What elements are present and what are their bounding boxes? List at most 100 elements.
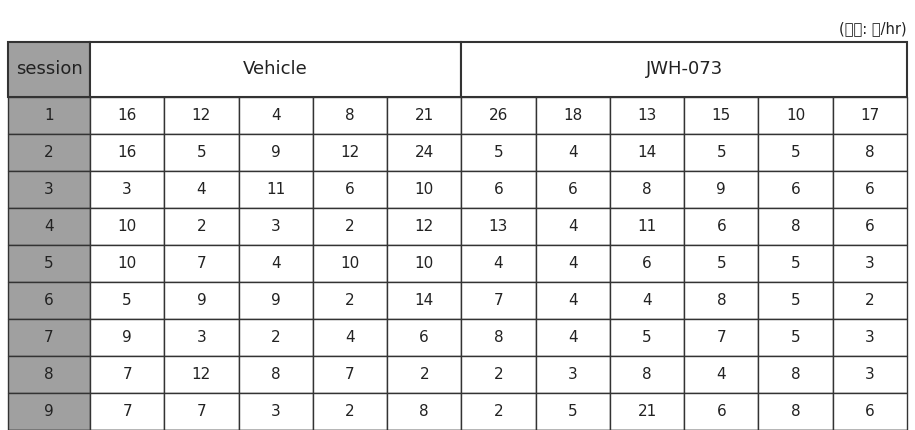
- Text: 17: 17: [860, 108, 879, 123]
- Text: 16: 16: [117, 145, 137, 160]
- Text: (단위: 회/hr): (단위: 회/hr): [839, 21, 907, 36]
- Text: 3: 3: [865, 256, 875, 271]
- Text: 5: 5: [716, 145, 727, 160]
- Bar: [387, 208, 461, 245]
- Bar: [313, 356, 387, 393]
- Bar: [461, 171, 535, 208]
- Text: 4: 4: [271, 256, 281, 271]
- Text: 6: 6: [716, 404, 727, 419]
- Bar: [461, 282, 535, 319]
- Bar: [684, 319, 759, 356]
- Text: 4: 4: [568, 293, 577, 308]
- Text: 12: 12: [340, 145, 360, 160]
- Bar: [313, 319, 387, 356]
- Bar: [90, 245, 165, 282]
- Bar: [684, 97, 759, 134]
- Bar: [535, 393, 610, 430]
- Bar: [387, 97, 461, 134]
- Text: 6: 6: [865, 219, 875, 234]
- Bar: [239, 356, 313, 393]
- Text: 2: 2: [345, 293, 355, 308]
- Text: 4: 4: [568, 219, 577, 234]
- Bar: [90, 208, 165, 245]
- Text: 2: 2: [865, 293, 875, 308]
- Bar: [90, 42, 461, 97]
- Bar: [90, 393, 165, 430]
- Text: 8: 8: [642, 182, 651, 197]
- Bar: [461, 134, 535, 171]
- Text: 8: 8: [345, 108, 355, 123]
- Text: 8: 8: [44, 367, 54, 382]
- Text: 4: 4: [568, 256, 577, 271]
- Text: JWH-073: JWH-073: [646, 61, 723, 79]
- Bar: [313, 245, 387, 282]
- Bar: [387, 245, 461, 282]
- Text: 12: 12: [414, 219, 434, 234]
- Bar: [833, 319, 907, 356]
- Bar: [610, 356, 684, 393]
- Bar: [313, 97, 387, 134]
- Text: 2: 2: [271, 330, 281, 345]
- Bar: [833, 393, 907, 430]
- Text: 21: 21: [638, 404, 657, 419]
- Text: 7: 7: [123, 404, 132, 419]
- Bar: [759, 208, 833, 245]
- Bar: [8, 393, 90, 430]
- Bar: [759, 319, 833, 356]
- Bar: [239, 245, 313, 282]
- Text: 8: 8: [791, 219, 801, 234]
- Text: 3: 3: [44, 182, 54, 197]
- Bar: [239, 208, 313, 245]
- Bar: [684, 282, 759, 319]
- Bar: [461, 97, 535, 134]
- Bar: [759, 134, 833, 171]
- Bar: [684, 208, 759, 245]
- Text: 26: 26: [489, 108, 508, 123]
- Bar: [8, 171, 90, 208]
- Bar: [833, 282, 907, 319]
- Text: 8: 8: [271, 367, 281, 382]
- Bar: [165, 319, 239, 356]
- Text: 6: 6: [791, 182, 801, 197]
- Text: 2: 2: [494, 404, 503, 419]
- Bar: [8, 245, 90, 282]
- Text: 2: 2: [44, 145, 54, 160]
- Text: 10: 10: [117, 219, 136, 234]
- Bar: [8, 134, 90, 171]
- Text: 4: 4: [568, 330, 577, 345]
- Text: 3: 3: [568, 367, 577, 382]
- Bar: [90, 319, 165, 356]
- Text: 3: 3: [197, 330, 206, 345]
- Text: 7: 7: [197, 404, 206, 419]
- Text: 4: 4: [271, 108, 281, 123]
- Text: 2: 2: [419, 367, 429, 382]
- Text: 4: 4: [568, 145, 577, 160]
- Bar: [165, 282, 239, 319]
- Text: 5: 5: [197, 145, 206, 160]
- Text: session: session: [16, 61, 82, 79]
- Text: 9: 9: [197, 293, 206, 308]
- Text: 7: 7: [123, 367, 132, 382]
- Bar: [833, 171, 907, 208]
- Bar: [535, 134, 610, 171]
- Text: 13: 13: [489, 219, 508, 234]
- Bar: [759, 97, 833, 134]
- Bar: [461, 245, 535, 282]
- Bar: [759, 356, 833, 393]
- Bar: [239, 171, 313, 208]
- Text: 10: 10: [786, 108, 805, 123]
- Bar: [610, 245, 684, 282]
- Text: 8: 8: [716, 293, 727, 308]
- Bar: [165, 171, 239, 208]
- Text: 8: 8: [791, 404, 801, 419]
- Text: 7: 7: [716, 330, 727, 345]
- Bar: [313, 393, 387, 430]
- Bar: [8, 97, 90, 134]
- Bar: [313, 171, 387, 208]
- Bar: [90, 356, 165, 393]
- Bar: [684, 134, 759, 171]
- Bar: [833, 356, 907, 393]
- Text: 12: 12: [192, 367, 211, 382]
- Bar: [610, 319, 684, 356]
- Bar: [610, 393, 684, 430]
